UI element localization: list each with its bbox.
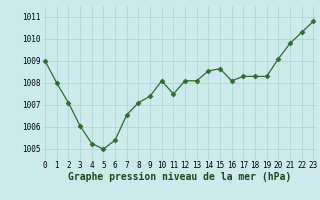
X-axis label: Graphe pression niveau de la mer (hPa): Graphe pression niveau de la mer (hPa) bbox=[68, 172, 291, 182]
